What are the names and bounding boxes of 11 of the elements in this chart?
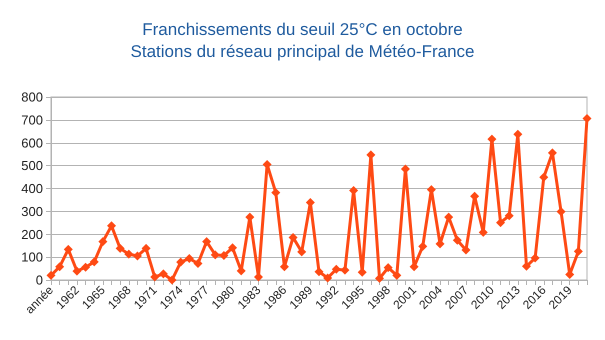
y-tick-label: 100 [21, 250, 43, 265]
y-tick-label: 0 [36, 272, 43, 288]
chart-title: Franchissements du seuil 25°C en octobre [142, 20, 463, 39]
y-tick-label: 300 [21, 204, 43, 219]
chart-subtitle: Stations du réseau principal de Météo-France [130, 42, 474, 61]
y-tick-label: 500 [21, 158, 43, 174]
y-tick-label: 200 [21, 226, 43, 242]
y-tick-label: 600 [21, 135, 43, 150]
y-tick-label: 800 [21, 90, 43, 104]
y-tick-label: 700 [21, 112, 43, 128]
y-tick-label: 400 [21, 181, 43, 196]
